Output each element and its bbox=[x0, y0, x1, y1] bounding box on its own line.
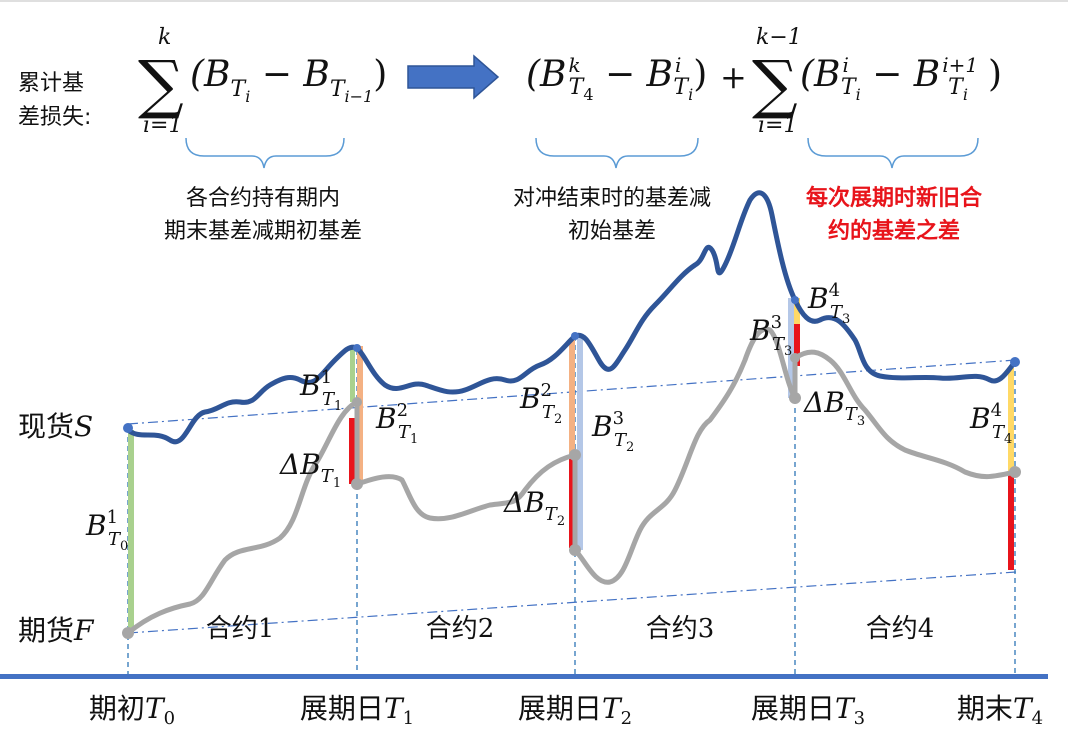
timeline-label-t2: 展期日T2 bbox=[518, 692, 632, 729]
formula-plus: + bbox=[720, 58, 747, 96]
contract-label-3: 合约3 bbox=[646, 614, 715, 644]
sum1-lower: i=1 bbox=[143, 113, 182, 138]
annotation-1-line1: 各合约持有期内 bbox=[186, 186, 340, 211]
basis-bars bbox=[128, 298, 1014, 632]
row-labels: 现货S 期货F bbox=[18, 410, 95, 647]
basis-label-b4-t4: B4 T4 bbox=[969, 400, 1012, 447]
timeline-label-t3: 展期日T3 bbox=[751, 692, 865, 729]
futures-point-t1a bbox=[352, 397, 362, 407]
bar-b2-t1 bbox=[357, 346, 363, 484]
futures-point-t3b bbox=[789, 392, 801, 404]
annotation-3-line1: 每次展期时新旧合 bbox=[806, 185, 983, 211]
sum2-lower: i=1 bbox=[758, 113, 797, 138]
spot-points bbox=[123, 296, 1020, 433]
bar-delta-t4 bbox=[1008, 474, 1014, 570]
futures-point-t2b bbox=[569, 544, 581, 556]
annotations: 各合约持有期内 期末基差减期初基差 对冲结束时的基差减 初始基差 每次展期时新旧… bbox=[164, 185, 983, 244]
spot-point-t1 bbox=[353, 344, 361, 352]
bar-b2-t2 bbox=[569, 338, 575, 458]
futures-trend-line bbox=[127, 571, 1017, 634]
bar-b-t0 bbox=[128, 430, 134, 632]
formula-prefix: 累计基 差损失: bbox=[18, 71, 91, 130]
futures-points bbox=[122, 353, 1021, 639]
bar-delta-t2 bbox=[569, 458, 575, 548]
timeline-label-t1: 展期日T1 bbox=[300, 692, 414, 729]
contract-label-4: 合约4 bbox=[866, 614, 935, 644]
basis-label-b2-t2: B2 T2 bbox=[519, 380, 562, 427]
annotation-2-line1: 对冲结束时的基差减 bbox=[513, 186, 711, 211]
brace-2-icon bbox=[535, 137, 699, 169]
basis-label-delta-t1: ΔBT1 bbox=[279, 448, 341, 491]
basis-label-b1-t0: B1 T0 bbox=[85, 507, 128, 554]
brace-3-icon bbox=[807, 137, 979, 169]
time-axis bbox=[0, 674, 1048, 679]
annotation-1-line2: 期末基差减期初基差 bbox=[164, 219, 362, 244]
contract-label-2: 合约2 bbox=[426, 614, 495, 644]
futures-label: 期货F bbox=[18, 614, 95, 647]
basis-label-b3-t3: B3 T3 bbox=[749, 312, 792, 359]
basis-label-delta-t3: ΔBT3 bbox=[803, 386, 865, 429]
futures-point-t3a bbox=[790, 353, 800, 363]
futures-point-t1b bbox=[351, 478, 363, 490]
contract-labels: 合约1 合约2 合约3 合约4 bbox=[206, 614, 935, 644]
timeline-labels: 期初T0 展期日T1 展期日T2 展期日T3 期末T4 bbox=[89, 692, 1043, 729]
sum2-sigma: ∑ bbox=[752, 48, 798, 122]
bar-b4-t4 bbox=[1008, 368, 1014, 474]
spot-point-t0 bbox=[123, 423, 133, 433]
basis-label-b4-t3: B4 T3 bbox=[807, 280, 850, 327]
contract-label-1: 合约1 bbox=[206, 614, 275, 644]
spot-point-t2 bbox=[571, 332, 579, 340]
timeline-label-t0: 期初T0 bbox=[89, 692, 175, 729]
brace-1-icon bbox=[185, 137, 345, 169]
futures-price-line bbox=[125, 326, 1018, 636]
bar-delta-t1 bbox=[349, 418, 355, 484]
bar-b4-t3 bbox=[794, 298, 800, 324]
sum1-upper: k bbox=[158, 25, 171, 50]
formula-prefix-line2: 差损失: bbox=[18, 105, 91, 130]
spot-price-line bbox=[125, 190, 1018, 445]
underbraces bbox=[185, 137, 979, 169]
futures-point-t2a bbox=[569, 449, 581, 461]
annotation-3-line2: 约的基差之差 bbox=[828, 218, 960, 244]
spot-point-t4 bbox=[1010, 357, 1020, 367]
spot-label: 现货S bbox=[18, 410, 93, 443]
spot-point-t3 bbox=[791, 296, 799, 304]
bar-b1-t1 bbox=[350, 348, 355, 402]
bar-delta-t3 bbox=[794, 324, 800, 366]
sum1-sigma: ∑ bbox=[138, 48, 184, 122]
basis-label-b2-t1: B2 T1 bbox=[375, 400, 418, 447]
annotation-2-line2: 初始基差 bbox=[568, 219, 656, 244]
term1: (BTi − BTi−1) bbox=[190, 54, 387, 106]
basis-label-delta-t2: ΔBT2 bbox=[503, 486, 565, 529]
timeline-label-t4: 期末T4 bbox=[957, 692, 1043, 729]
right-arrow-icon bbox=[407, 54, 500, 100]
basis-label-b3-t2: B3 T2 bbox=[591, 408, 634, 455]
futures-point-t4 bbox=[1009, 466, 1021, 478]
sum2-upper: k−1 bbox=[756, 25, 802, 50]
futures-point-t0 bbox=[122, 627, 134, 639]
bar-b3-t3 bbox=[788, 298, 794, 398]
basis-label-b1-t1: B1 T1 bbox=[299, 367, 342, 414]
basis-labels: B1 T0 B1 T1 B2 T1 ΔBT1 B2 T2 B3 T2 ΔBT2 B3 T3 … bbox=[85, 280, 1012, 554]
formula-prefix-line1: 累计基 bbox=[18, 71, 84, 96]
bar-b3-t2 bbox=[577, 338, 583, 550]
formula-sum-1: k ∑ i=1 (BTi − BTi−1) bbox=[138, 25, 387, 138]
